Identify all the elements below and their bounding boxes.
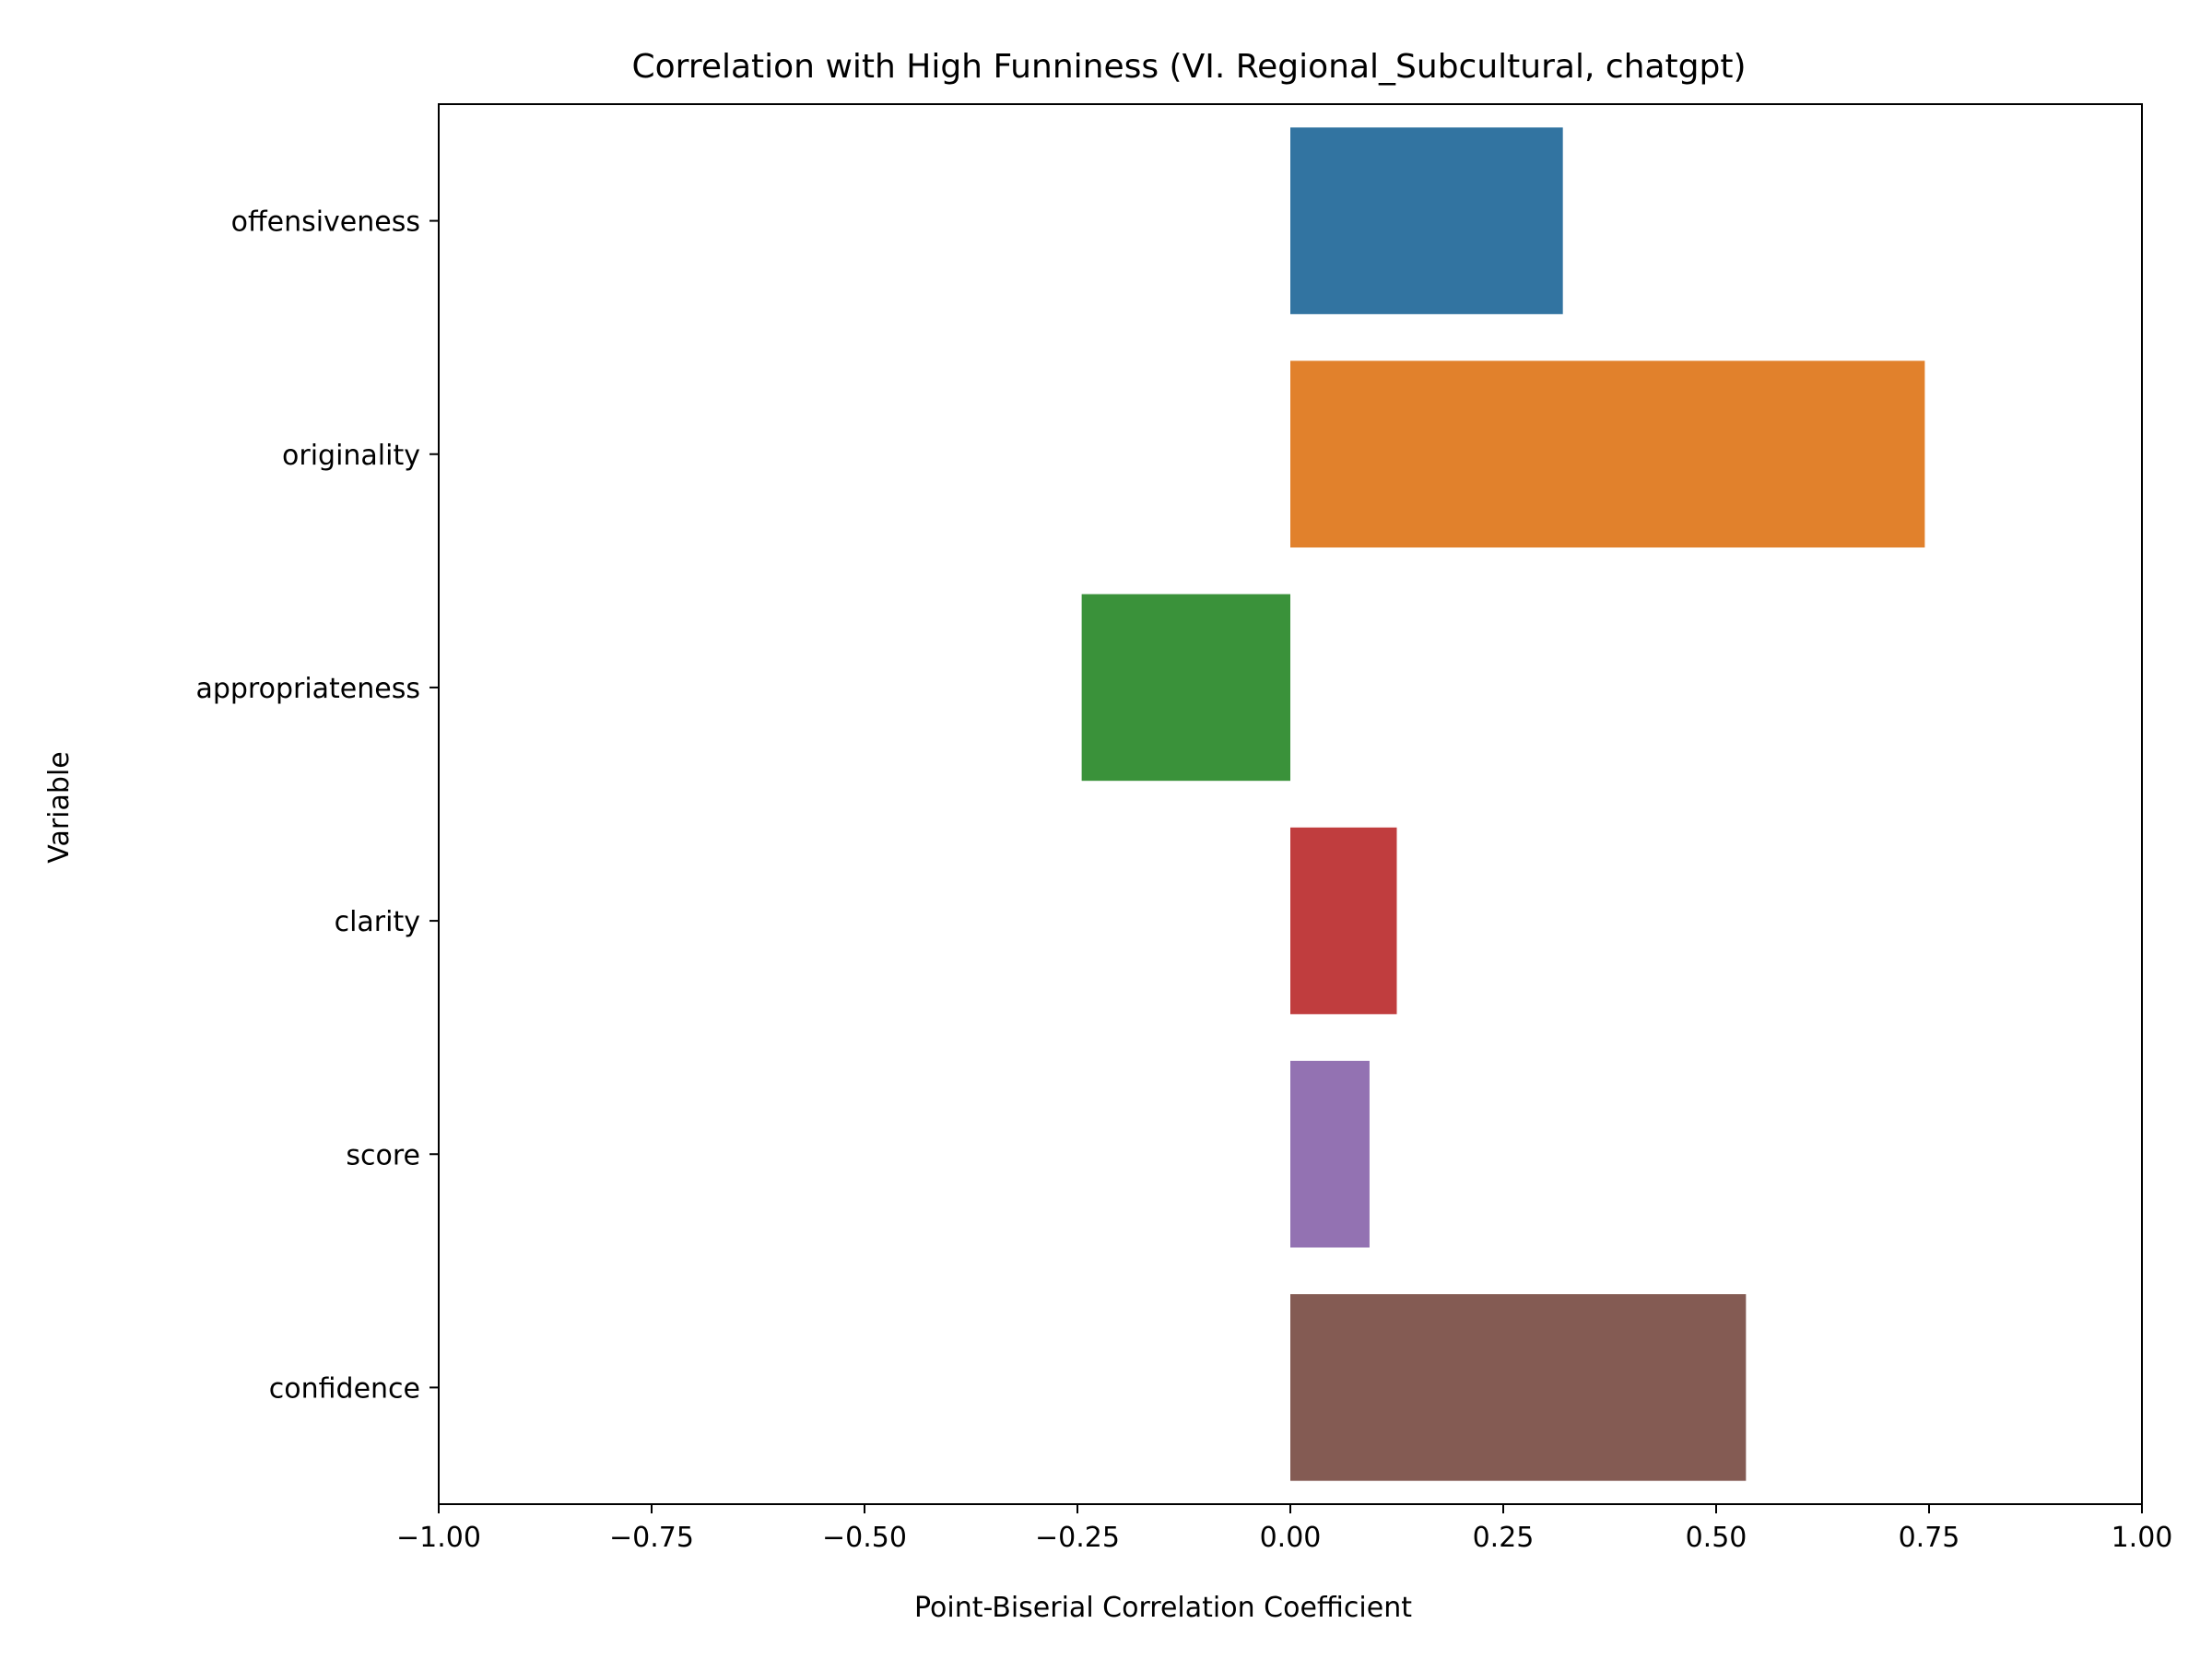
- y-tick-label-originality: originality: [282, 440, 420, 472]
- bar-originality: [1290, 360, 1925, 548]
- x-tick-label: −0.75: [609, 1522, 694, 1554]
- plot-frame: [438, 103, 2143, 1505]
- x-tick-label: 1.00: [2112, 1522, 2173, 1554]
- bar-appropriateness: [1081, 594, 1290, 782]
- x-tick-label: 0.75: [1899, 1522, 1960, 1554]
- y-tick-label-score: score: [346, 1139, 420, 1171]
- bar-offensiveness: [1290, 127, 1563, 314]
- bar-score: [1290, 1060, 1370, 1248]
- x-tick-label: −0.50: [822, 1522, 907, 1554]
- y-tick-label-appropriateness: appropriateness: [195, 673, 420, 705]
- y-axis-label: Variable: [43, 751, 76, 863]
- x-axis-label: Point-Biserial Correlation Coefficient: [914, 1592, 1412, 1624]
- x-tick-label: 0.50: [1686, 1522, 1747, 1554]
- bars-group: [1081, 127, 1925, 1481]
- y-tick-label-confidence: confidence: [269, 1372, 420, 1405]
- x-tick-label: −0.25: [1035, 1522, 1120, 1554]
- y-tick-label-offensiveness: offensiveness: [231, 206, 420, 239]
- x-tick-label: −1.00: [396, 1522, 481, 1554]
- chart-title: Correlation with High Funniness (VI. Reg…: [631, 48, 1746, 86]
- y-axis: offensiveness originality appropriateness c…: [195, 206, 439, 1405]
- y-tick-label-clarity: clarity: [335, 906, 420, 938]
- x-axis: −1.00 −0.75 −0.50 −0.25 0.00 0.25 0.50 0.75 1.00: [396, 1504, 2172, 1554]
- x-tick-label: 0.00: [1260, 1522, 1322, 1554]
- bar-clarity: [1290, 827, 1397, 1015]
- bar-confidence: [1290, 1294, 1747, 1481]
- x-tick-label: 0.25: [1473, 1522, 1535, 1554]
